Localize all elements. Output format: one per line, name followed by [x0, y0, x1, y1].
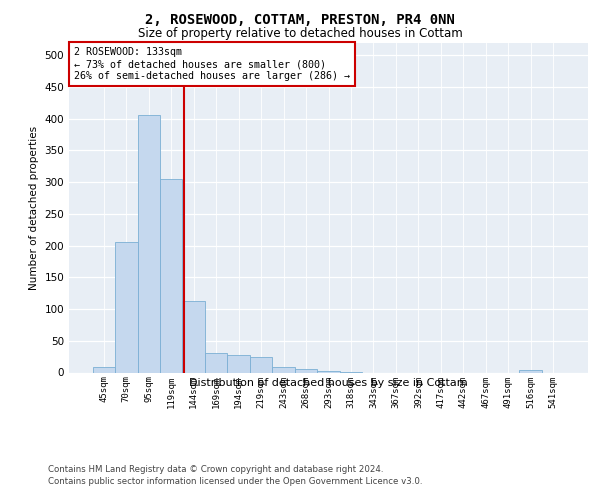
- Text: 2, ROSEWOOD, COTTAM, PRESTON, PR4 0NN: 2, ROSEWOOD, COTTAM, PRESTON, PR4 0NN: [145, 12, 455, 26]
- Bar: [92, 368, 115, 372]
- Bar: [160, 179, 182, 372]
- Y-axis label: Number of detached properties: Number of detached properties: [29, 126, 39, 290]
- Bar: [295, 368, 317, 372]
- Text: Contains public sector information licensed under the Open Government Licence v3: Contains public sector information licen…: [48, 478, 422, 486]
- Bar: [137, 116, 160, 372]
- Bar: [272, 368, 295, 372]
- Text: Size of property relative to detached houses in Cottam: Size of property relative to detached ho…: [137, 28, 463, 40]
- Bar: [520, 370, 542, 372]
- Bar: [250, 356, 272, 372]
- Text: 2 ROSEWOOD: 133sqm
← 73% of detached houses are smaller (800)
26% of semi-detach: 2 ROSEWOOD: 133sqm ← 73% of detached hou…: [74, 48, 350, 80]
- Bar: [317, 370, 340, 372]
- Bar: [227, 354, 250, 372]
- Bar: [205, 354, 227, 372]
- Text: Distribution of detached houses by size in Cottam: Distribution of detached houses by size …: [190, 378, 468, 388]
- Bar: [115, 242, 137, 372]
- Text: Contains HM Land Registry data © Crown copyright and database right 2024.: Contains HM Land Registry data © Crown c…: [48, 465, 383, 474]
- Bar: [182, 302, 205, 372]
